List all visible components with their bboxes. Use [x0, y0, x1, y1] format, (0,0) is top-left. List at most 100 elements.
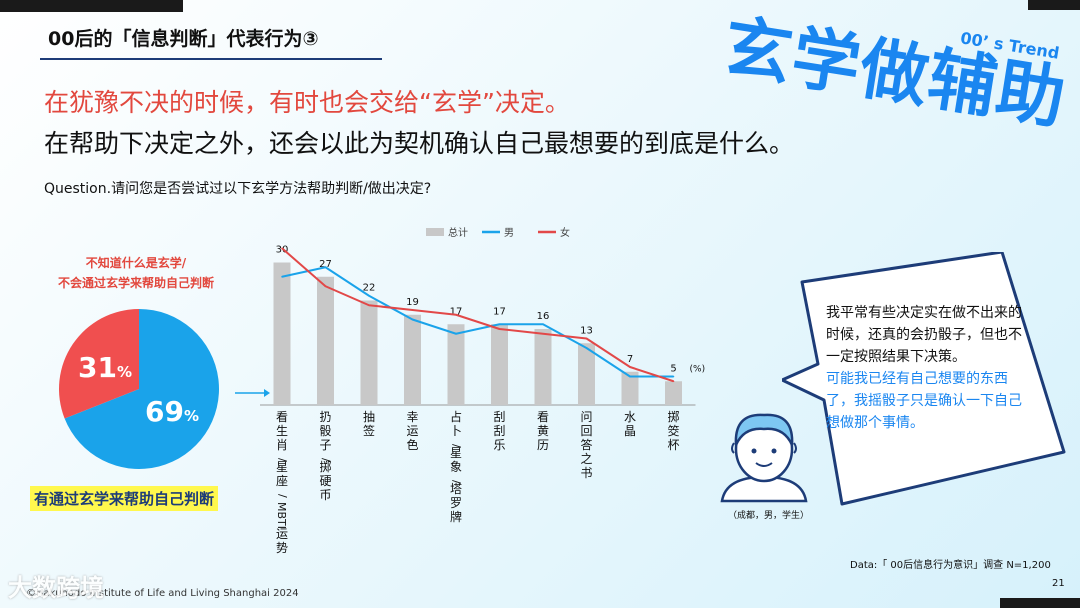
speech-bubble — [782, 252, 1066, 506]
pie-unit-red: % — [116, 363, 132, 381]
quote-attribution: （成都，男，学生） — [728, 511, 810, 521]
bar-9 — [665, 381, 682, 405]
page-number: 21 — [1052, 578, 1065, 589]
series-line-2 — [281, 247, 674, 383]
legend-label-1: 男 — [504, 227, 514, 239]
series-point-2-0 — [281, 247, 283, 250]
svg-text:塔: 塔 — [450, 482, 462, 496]
svg-text:硬: 硬 — [319, 474, 331, 488]
series-line-1 — [281, 266, 674, 378]
svg-text:书: 书 — [580, 466, 592, 480]
bar-value-label-6: 16 — [537, 311, 550, 322]
bar-value-label-0: 30 — [276, 245, 289, 256]
bar-5 — [491, 324, 508, 405]
bar-7 — [578, 343, 595, 405]
svg-text:骰: 骰 — [319, 424, 331, 438]
series-point-1-6 — [542, 323, 544, 326]
svg-text:筊: 筊 — [667, 423, 679, 438]
pie-value-red: 31 — [78, 351, 117, 384]
category-label-2: 抽签 — [363, 410, 375, 438]
svg-text:/: / — [320, 458, 333, 462]
category-label-8: 水晶 — [624, 410, 636, 438]
svg-text:答: 答 — [580, 437, 592, 452]
svg-text:幸: 幸 — [406, 410, 418, 424]
watermark: 大数跨境 — [8, 574, 104, 602]
svg-text:星: 星 — [450, 446, 462, 460]
series-point-2-5 — [498, 328, 501, 330]
quote-part1: 我平常有些决定实在做不出来的时候，还真的会扔骰子，但也不一定按照结果下决策。 — [826, 305, 1022, 365]
headline-red: 在犹豫不决的时候，有时也会交给“玄学”决定。 — [44, 88, 570, 117]
svg-text:抽: 抽 — [363, 410, 375, 424]
category-label-3: 幸运色 — [406, 410, 418, 452]
svg-text:签: 签 — [363, 423, 375, 438]
category-label-1: 扔骰子 /掷硬币 — [319, 410, 332, 502]
series-point-2-1 — [324, 285, 327, 288]
svg-text:罗: 罗 — [450, 496, 462, 510]
bar-value-label-1: 27 — [319, 259, 332, 270]
svg-text:势: 势 — [276, 541, 288, 555]
series-point-1-3 — [411, 318, 414, 321]
bar-4 — [447, 324, 465, 405]
bar-1 — [317, 276, 334, 405]
series-point-1-5 — [498, 323, 501, 326]
svg-text:晶: 晶 — [624, 424, 636, 438]
bar-3 — [404, 314, 421, 405]
svg-text:星: 星 — [276, 460, 288, 474]
svg-text:掷: 掷 — [319, 459, 331, 474]
series-point-1-0 — [281, 275, 283, 278]
series-point-2-3 — [411, 309, 414, 311]
bar-value-label-3: 19 — [406, 297, 419, 308]
svg-text:看: 看 — [276, 410, 288, 424]
bar-value-label-7: 13 — [580, 325, 593, 336]
bar-value-label-2: 22 — [363, 283, 376, 294]
pie-note-line2: 不会通过玄学来帮助自己判断 — [57, 276, 214, 290]
copyright: ©Hakuhodo Institute of Life and Living S… — [26, 588, 299, 599]
svg-text:运: 运 — [276, 527, 288, 541]
bar-value-label-4: 17 — [450, 306, 463, 317]
series-point-2-9 — [672, 380, 675, 383]
category-label-6: 看黄历 — [537, 410, 549, 452]
pie-slice-blue — [64, 309, 219, 469]
series-point-2-4 — [455, 313, 457, 316]
svg-text:生: 生 — [276, 424, 288, 438]
svg-text:牌: 牌 — [450, 510, 462, 524]
svg-text:水: 水 — [624, 410, 636, 424]
unit-label: (%) — [690, 364, 706, 374]
pie-note: 不知道什么是玄学/ 不会通过玄学来帮助自己判断 — [28, 253, 244, 293]
series-point-2-2 — [368, 304, 370, 307]
svg-text:占: 占 — [450, 409, 462, 424]
series-point-1-2 — [368, 294, 370, 297]
pie-value-blue: 69 — [145, 395, 184, 428]
svg-text:掷: 掷 — [667, 409, 679, 424]
series-point-2-6 — [542, 332, 544, 335]
svg-text:杯: 杯 — [667, 438, 679, 452]
svg-text:乐: 乐 — [493, 438, 505, 452]
question-text: Question.请问您是否尝试过以下玄学方法帮助判断/做出决定? — [44, 181, 432, 197]
svg-text:历: 历 — [537, 438, 549, 452]
svg-text:问: 问 — [580, 410, 592, 424]
section-title: 00后的「信息判断」代表行为③ — [48, 28, 319, 50]
pointer-arrow-head — [264, 389, 270, 397]
svg-text:黄: 黄 — [537, 424, 549, 438]
pie-note-line1: 不知道什么是玄学/ — [85, 256, 187, 270]
svg-text:看: 看 — [537, 410, 549, 424]
svg-text:/: / — [450, 444, 463, 448]
avatar — [720, 413, 808, 503]
top-left-bar — [0, 0, 183, 12]
series-point-1-4 — [455, 332, 457, 335]
svg-text:象: 象 — [450, 460, 462, 474]
series-point-1-1 — [324, 266, 327, 269]
legend-label-0: 总计 — [448, 226, 468, 239]
bar-0 — [273, 262, 291, 405]
svg-text:回: 回 — [580, 424, 592, 438]
pie-label-red: 31% — [78, 351, 132, 384]
svg-text:/: / — [276, 494, 289, 498]
svg-text:刮: 刮 — [493, 410, 505, 424]
svg-text:座: 座 — [276, 473, 288, 488]
combo-chart: 总计男女3027221917 17 161375 (%)看生肖/星座/MBTI运势扔骰… — [235, 226, 706, 555]
quote-part2: 可能我已经有自己想要的东西了，我摇骰子只是确认一下自己想做那个事情。 — [826, 371, 1022, 431]
bar-2 — [360, 300, 378, 405]
series-point-1-7 — [585, 347, 588, 349]
